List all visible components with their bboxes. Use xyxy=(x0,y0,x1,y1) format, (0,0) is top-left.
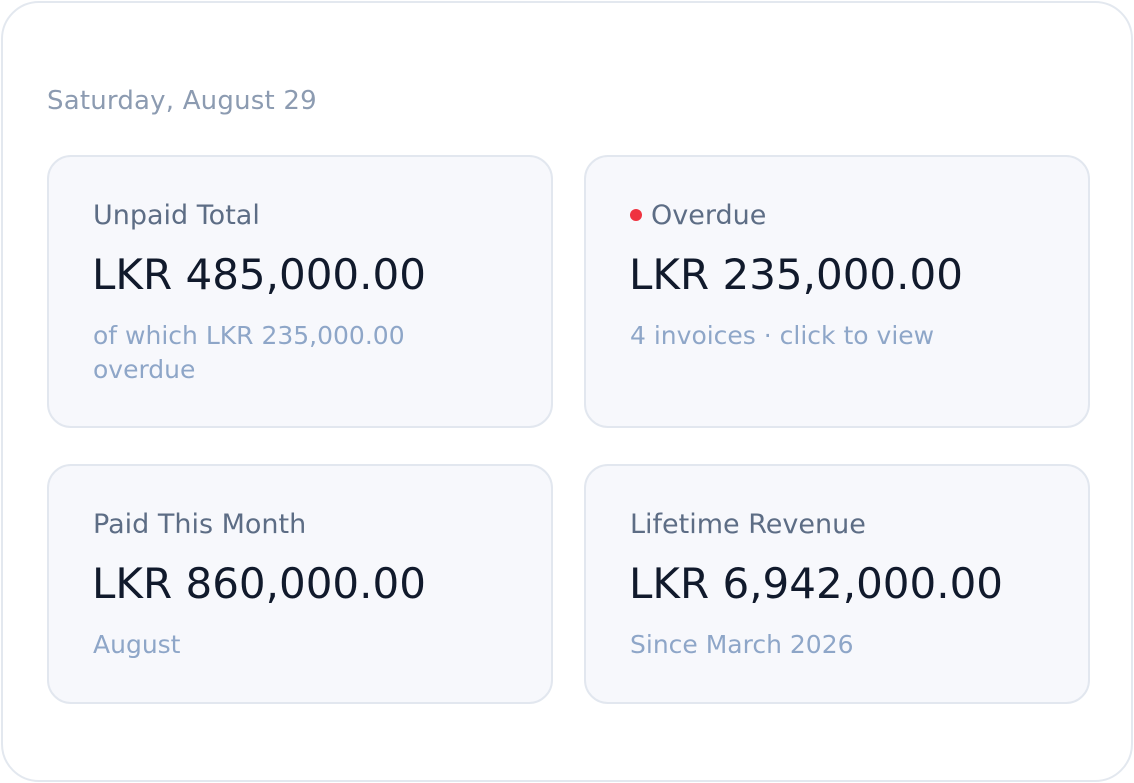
card-value: LKR 235,000.00 xyxy=(629,250,963,299)
card-subtitle: August xyxy=(93,630,181,659)
card-paid-this-month: Paid This Month LKR 860,000.00 August xyxy=(47,464,553,704)
card-label: Lifetime Revenue xyxy=(630,509,866,540)
current-date: Saturday, August 29 xyxy=(47,86,317,116)
card-unpaid-total: Unpaid Total LKR 485,000.00 of which LKR… xyxy=(47,155,553,428)
card-label: Overdue xyxy=(651,200,767,231)
card-value: LKR 860,000.00 xyxy=(92,559,426,608)
view-overdue-invoices-link[interactable]: 4 invoices · click to view xyxy=(630,321,935,350)
card-overdue[interactable]: Overdue LKR 235,000.00 4 invoices · clic… xyxy=(584,155,1090,428)
overdue-status-dot-icon xyxy=(630,208,642,221)
card-label-row: Overdue xyxy=(630,199,766,233)
card-label: Unpaid Total xyxy=(93,200,260,231)
card-subtitle: of which LKR 235,000.00 overdue xyxy=(93,321,405,384)
card-value: LKR 485,000.00 xyxy=(92,250,426,299)
card-lifetime-revenue: Lifetime Revenue LKR 6,942,000.00 Since … xyxy=(584,464,1090,704)
card-value: LKR 6,942,000.00 xyxy=(629,559,1004,608)
card-label: Paid This Month xyxy=(93,509,307,540)
card-subtitle: Since March 2026 xyxy=(630,630,854,659)
